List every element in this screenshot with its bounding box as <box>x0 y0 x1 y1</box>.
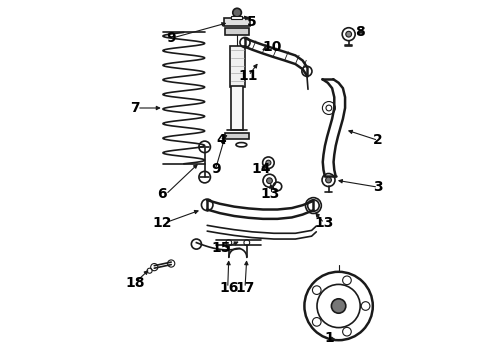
Text: 16: 16 <box>219 281 239 295</box>
Text: 5: 5 <box>247 15 257 28</box>
Text: 4: 4 <box>217 134 226 147</box>
Circle shape <box>326 177 331 183</box>
Circle shape <box>346 31 351 37</box>
Text: 13: 13 <box>315 216 334 230</box>
Circle shape <box>331 299 346 313</box>
FancyBboxPatch shape <box>225 133 249 139</box>
Text: 9: 9 <box>211 162 221 176</box>
Text: 12: 12 <box>152 216 172 230</box>
Text: 6: 6 <box>157 188 167 201</box>
Text: 7: 7 <box>130 101 140 115</box>
Text: 14: 14 <box>251 162 271 176</box>
Text: 11: 11 <box>239 69 258 82</box>
Text: 17: 17 <box>235 281 255 295</box>
Circle shape <box>266 160 271 165</box>
Circle shape <box>267 178 272 184</box>
Text: 13: 13 <box>261 188 280 201</box>
Text: 2: 2 <box>373 134 383 147</box>
Text: 15: 15 <box>212 242 231 255</box>
Text: 1: 1 <box>325 332 335 345</box>
FancyBboxPatch shape <box>224 18 250 26</box>
Text: 10: 10 <box>262 40 282 54</box>
Ellipse shape <box>236 143 247 147</box>
FancyBboxPatch shape <box>231 86 243 130</box>
FancyBboxPatch shape <box>229 46 245 87</box>
Circle shape <box>233 8 242 17</box>
Text: 9: 9 <box>167 31 176 45</box>
Text: 3: 3 <box>373 180 383 194</box>
Text: 18: 18 <box>125 276 145 289</box>
FancyBboxPatch shape <box>225 28 249 35</box>
Text: 8: 8 <box>355 26 365 39</box>
FancyBboxPatch shape <box>231 16 243 19</box>
